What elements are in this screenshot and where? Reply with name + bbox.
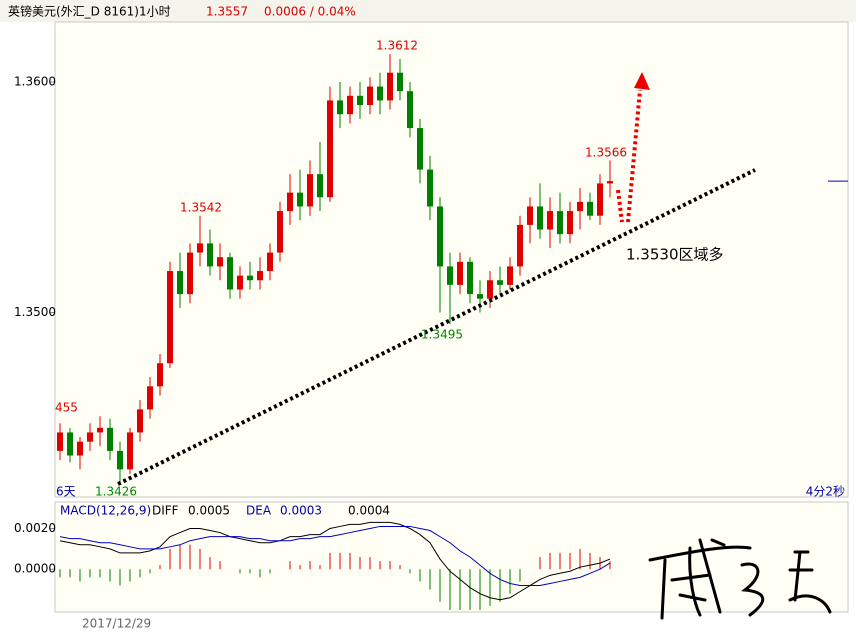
header-title: 英镑美元(外汇_D 8161)1小时 [8, 4, 171, 19]
candle-body [447, 266, 453, 285]
macd-dea-value: 0.0003 [280, 504, 322, 518]
macd-bar-value: 0.0004 [348, 504, 390, 518]
candle-body [227, 257, 233, 290]
candle-body [327, 100, 333, 198]
candle-body [417, 128, 423, 170]
candle-body [297, 192, 303, 207]
candle-body [287, 192, 293, 212]
y-tick-label: 1.3500 [14, 305, 56, 319]
right-note: 4分2秒 [806, 485, 845, 499]
signature-stroke [788, 550, 832, 614]
candle-body [457, 261, 463, 285]
candle-body [367, 86, 373, 106]
header-bar [0, 0, 856, 22]
annotation: 1.3530区域多 [626, 246, 724, 264]
macd-line [59, 525, 611, 587]
macd-diff-label: DIFF [152, 504, 179, 518]
plot: 1.3600 1.3500 0.0020 0.0000 [14, 54, 848, 610]
candle-body [577, 201, 583, 212]
candle-body [357, 95, 363, 106]
candle-body [587, 201, 593, 216]
candle-body [407, 91, 413, 129]
left-note: 6天 [56, 485, 76, 499]
candle-body [247, 275, 253, 281]
candle-body [307, 174, 313, 207]
candle-body [427, 169, 433, 207]
main-panel [54, 21, 849, 498]
candle-body [567, 211, 573, 235]
candle-body [487, 280, 493, 299]
arrow-head [634, 72, 650, 90]
macd-panel [54, 501, 849, 613]
header-change: 0.0006 / 0.04% [264, 5, 356, 19]
candle-body [547, 211, 553, 230]
candle-body [377, 86, 383, 101]
macd-diff-value: 0.0005 [188, 504, 230, 518]
trend-line [117, 168, 756, 486]
candle-body [597, 183, 603, 216]
candle-body [387, 72, 393, 101]
annotation: 1.3542 [180, 201, 222, 215]
y-tick-label: 0.0020 [14, 521, 56, 535]
candle-body [517, 224, 523, 267]
signature-stroke [648, 538, 752, 620]
candle-body [117, 450, 123, 470]
candle-body [137, 409, 143, 433]
candle-body [187, 252, 193, 295]
macd-line [59, 521, 611, 601]
candle-body [127, 432, 133, 470]
signature-stroke [740, 562, 764, 617]
annotation: 455 [55, 401, 78, 415]
candle-body [267, 252, 273, 272]
candle-body [67, 432, 73, 456]
candle-body [97, 427, 103, 433]
candle-body [317, 174, 323, 198]
y-tick-label: 1.3600 [14, 74, 56, 88]
candle-body [507, 266, 513, 285]
candle-body [77, 441, 83, 456]
forecast-arrow [616, 89, 642, 223]
candle-body [537, 206, 543, 230]
annotation: 1.3566 [585, 146, 627, 160]
macd-dea-label: DEA [246, 504, 272, 518]
candle-body [557, 211, 563, 235]
candle-body [277, 211, 283, 253]
candle-body [217, 257, 223, 267]
candle-body [237, 275, 243, 290]
candle-body [157, 363, 163, 387]
candle-body [257, 271, 263, 281]
candle-body [177, 271, 183, 295]
candle-body [57, 432, 63, 451]
candle-body [467, 261, 473, 295]
y-tick-label: 0.0000 [14, 562, 56, 576]
candle-body [87, 432, 93, 442]
candle-body [197, 243, 203, 253]
date-label: 2017/12/29 [82, 617, 151, 631]
header-price: 1.3557 [206, 5, 248, 19]
annotation: 1.3426 [95, 485, 137, 499]
candle-body [497, 280, 503, 285]
candle-body [397, 72, 403, 92]
annotation: 1.3612 [376, 39, 418, 53]
candle-body [337, 100, 343, 115]
candle-body [107, 427, 113, 451]
macd-title: MACD(12,26,9) [60, 504, 151, 518]
candle-body [207, 243, 213, 267]
candle-body [147, 386, 153, 410]
candle-body [477, 294, 483, 299]
annotation: 1.3495 [421, 328, 463, 342]
candle-body [527, 206, 533, 225]
candle-body [167, 271, 173, 364]
candle-body [607, 181, 613, 184]
candle-body [437, 206, 443, 267]
signature [648, 538, 832, 620]
candle-body [347, 95, 353, 115]
